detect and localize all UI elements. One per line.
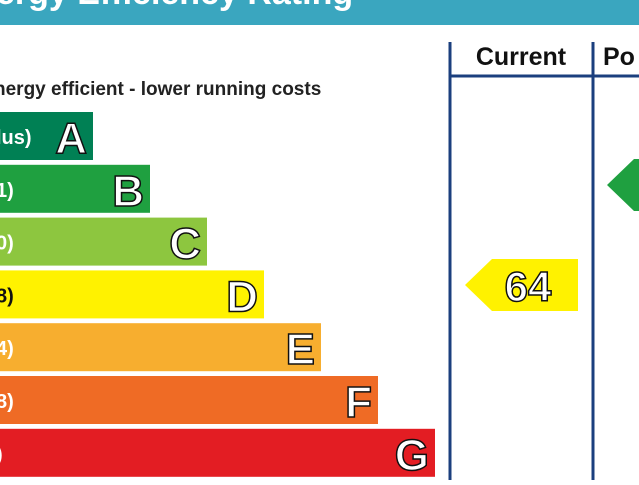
band-letter: E	[286, 325, 315, 374]
band-bar	[0, 323, 321, 372]
band-range: 4)	[0, 338, 14, 360]
current-header: Current	[476, 43, 567, 71]
band-range: 0)	[0, 233, 14, 255]
title-bar	[0, 0, 639, 25]
band-letter: G	[395, 431, 429, 480]
band-letter: B	[112, 167, 144, 216]
current-arrow	[465, 259, 578, 311]
band-bar	[0, 376, 378, 424]
bands: lus) A 1) B 0) C 8) D 4) E 8) F) G	[0, 112, 435, 481]
band-letter: A	[55, 114, 87, 163]
band-bar	[0, 270, 264, 319]
band-bar	[0, 112, 93, 160]
band-letter: C	[169, 220, 201, 269]
band-range: lus)	[0, 127, 32, 149]
band-range: 8)	[0, 391, 14, 413]
current-value: 64	[505, 263, 552, 310]
band-range: )	[0, 444, 3, 466]
subtitle: nergy efficient - lower running costs	[0, 79, 321, 100]
band-bar	[0, 217, 207, 266]
title: ergy Efficiency Rating	[0, 0, 353, 12]
potential-header: Po	[603, 43, 635, 71]
band-bar	[0, 428, 435, 477]
band-range: 8)	[0, 285, 14, 307]
band-range: 1)	[0, 180, 14, 202]
potential-arrow	[607, 159, 639, 211]
band-letter: D	[226, 272, 258, 321]
band-bar	[0, 164, 150, 213]
band-letter: F	[345, 378, 372, 427]
